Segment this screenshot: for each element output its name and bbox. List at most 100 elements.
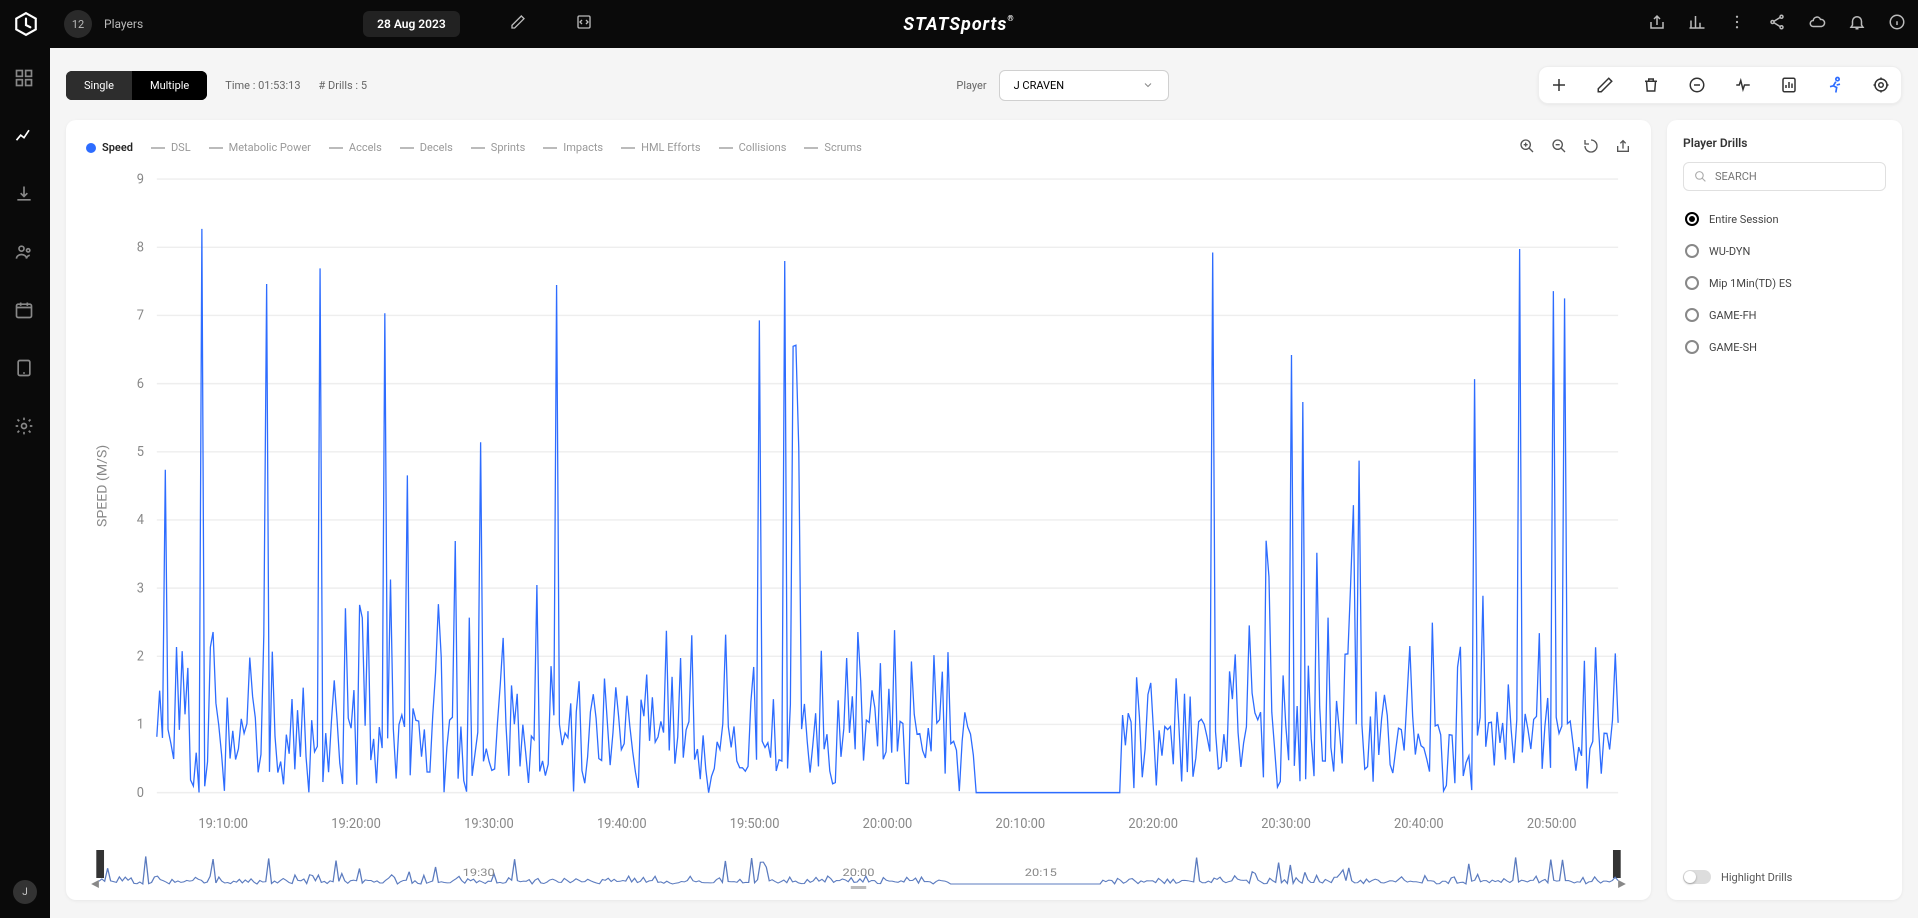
single-multiple-toggle: Single Multiple: [66, 71, 207, 100]
legend-item-metabolic-power[interactable]: Metabolic Power: [209, 141, 311, 154]
svg-text:1: 1: [137, 716, 144, 733]
action-toolbar: [1538, 66, 1902, 104]
svg-text:20:30:00: 20:30:00: [1261, 815, 1311, 832]
svg-text:3: 3: [137, 580, 144, 597]
player-selected-value: J CRAVEN: [1014, 79, 1065, 92]
reset-icon[interactable]: [1583, 138, 1599, 157]
toggle-multiple[interactable]: Multiple: [132, 71, 207, 100]
toggle-single[interactable]: Single: [66, 71, 132, 100]
player-label: Player: [956, 79, 986, 92]
session-time: Time : 01:53:13: [225, 79, 300, 92]
pencil-icon[interactable]: [1595, 75, 1615, 95]
highlight-drills-toggle[interactable]: [1683, 870, 1711, 884]
zoom-in-icon[interactable]: [1519, 138, 1535, 157]
svg-text:19:20:00: 19:20:00: [331, 815, 381, 832]
brush-handle-right: [1613, 850, 1621, 878]
legend-item-speed[interactable]: Speed: [86, 141, 133, 154]
topbar: 12 Players 28 Aug 2023 STATSports®: [0, 0, 1918, 48]
chart-card: Speed DSL Metabolic Power Accels Decels Sprin…: [66, 120, 1651, 900]
calendar-icon[interactable]: [14, 300, 36, 322]
drill-option-mip-1min-td-es[interactable]: Mip 1Min(TD) ES: [1683, 267, 1886, 299]
svg-text:8: 8: [137, 239, 144, 256]
drill-option-game-sh[interactable]: GAME-SH: [1683, 331, 1886, 363]
svg-text:20:20:00: 20:20:00: [1128, 815, 1178, 832]
legend-item-decels[interactable]: Decels: [400, 141, 453, 154]
tablet-icon[interactable]: [14, 358, 36, 380]
svg-text:19:40:00: 19:40:00: [597, 815, 647, 832]
svg-text:20:00:00: 20:00:00: [863, 815, 913, 832]
svg-text:9: 9: [137, 171, 144, 188]
drills-title: Player Drills: [1683, 136, 1886, 150]
target-icon[interactable]: [1871, 75, 1891, 95]
players-label: Players: [104, 17, 143, 31]
brush-handle-left: [96, 850, 104, 878]
svg-text:20:00: 20:00: [842, 866, 874, 878]
drills-panel: Player Drills Entire SessionWU-DYNMip 1M…: [1667, 120, 1902, 900]
legend-item-accels[interactable]: Accels: [329, 141, 382, 154]
svg-text:20:40:00: 20:40:00: [1394, 815, 1444, 832]
svg-text:19:30: 19:30: [463, 866, 495, 878]
expand-icon[interactable]: [576, 14, 592, 34]
minus-circle-icon[interactable]: [1687, 75, 1707, 95]
analytics-icon[interactable]: [14, 126, 36, 148]
pencil-icon[interactable]: [510, 14, 526, 34]
chart-area[interactable]: 0 1 2 3 4 5 6 7 8 9 19:10:00 19:20:00 19:30:00 19:40:…: [86, 165, 1631, 842]
chevron-down-icon: [1142, 79, 1154, 91]
svg-text:19:50:00: 19:50:00: [730, 815, 780, 832]
legend-item-hml-efforts[interactable]: HML Efforts: [621, 141, 700, 154]
svg-text:0: 0: [137, 784, 144, 801]
legend-item-dsl[interactable]: DSL: [151, 141, 191, 154]
control-bar: Single Multiple Time : 01:53:13 # Drills…: [66, 66, 1902, 104]
brand-logo: STATSports®: [903, 14, 1014, 35]
more-vertical-icon[interactable]: [1728, 13, 1746, 35]
date-selector[interactable]: 28 Aug 2023: [363, 11, 460, 37]
drill-search-input[interactable]: [1715, 170, 1875, 183]
heart-rate-icon[interactable]: [1733, 75, 1753, 95]
svg-text:20:15: 20:15: [1025, 866, 1058, 878]
svg-text:5: 5: [137, 443, 145, 460]
svg-text:20:50:00: 20:50:00: [1527, 815, 1577, 832]
plus-icon[interactable]: [1549, 75, 1569, 95]
info-icon[interactable]: [1888, 13, 1906, 35]
bar-chart-icon[interactable]: [1688, 13, 1706, 35]
app-logo[interactable]: [12, 10, 40, 38]
svg-text:2: 2: [137, 648, 145, 665]
player-dropdown[interactable]: J CRAVEN: [999, 70, 1169, 101]
trash-icon[interactable]: [1641, 75, 1661, 95]
drill-count: # Drills : 5: [319, 79, 367, 92]
dashboard-icon[interactable]: [14, 68, 36, 90]
svg-text:20:10:00: 20:10:00: [995, 815, 1045, 832]
search-icon: [1694, 170, 1707, 183]
legend-item-impacts[interactable]: Impacts: [543, 141, 603, 154]
gear-icon[interactable]: [14, 416, 36, 438]
svg-text:7: 7: [137, 307, 144, 324]
running-icon[interactable]: [1825, 75, 1845, 95]
legend-item-collisions[interactable]: Collisions: [719, 141, 787, 154]
player-count-badge[interactable]: 12: [64, 10, 92, 38]
report-icon[interactable]: [1779, 75, 1799, 95]
export-icon[interactable]: [1615, 138, 1631, 157]
svg-text:SPEED (M/S): SPEED (M/S): [95, 445, 110, 527]
svg-text:19:30:00: 19:30:00: [464, 815, 514, 832]
mini-chart[interactable]: 19:30 20:00 20:15: [86, 846, 1631, 890]
highlight-drills-label: Highlight Drills: [1721, 871, 1792, 884]
svg-text:4: 4: [137, 512, 145, 529]
user-avatar[interactable]: J: [13, 880, 37, 904]
svg-text:19:10:00: 19:10:00: [198, 815, 248, 832]
zoom-out-icon[interactable]: [1551, 138, 1567, 157]
svg-text:6: 6: [137, 375, 144, 392]
legend-item-sprints[interactable]: Sprints: [471, 141, 525, 154]
legend-item-scrums[interactable]: Scrums: [804, 141, 861, 154]
sidebar: J: [0, 48, 50, 918]
share-icon[interactable]: [1768, 13, 1786, 35]
drill-search[interactable]: [1683, 162, 1886, 191]
download-icon[interactable]: [14, 184, 36, 206]
cloud-icon[interactable]: [1808, 13, 1826, 35]
chart-legend: Speed DSL Metabolic Power Accels Decels Sprin…: [86, 138, 1631, 157]
team-icon[interactable]: [14, 242, 36, 264]
share-out-icon[interactable]: [1648, 13, 1666, 35]
drill-option-wu-dyn[interactable]: WU-DYN: [1683, 235, 1886, 267]
drill-option-entire-session[interactable]: Entire Session: [1683, 203, 1886, 235]
drill-option-game-fh[interactable]: GAME-FH: [1683, 299, 1886, 331]
bell-icon[interactable]: [1848, 13, 1866, 35]
